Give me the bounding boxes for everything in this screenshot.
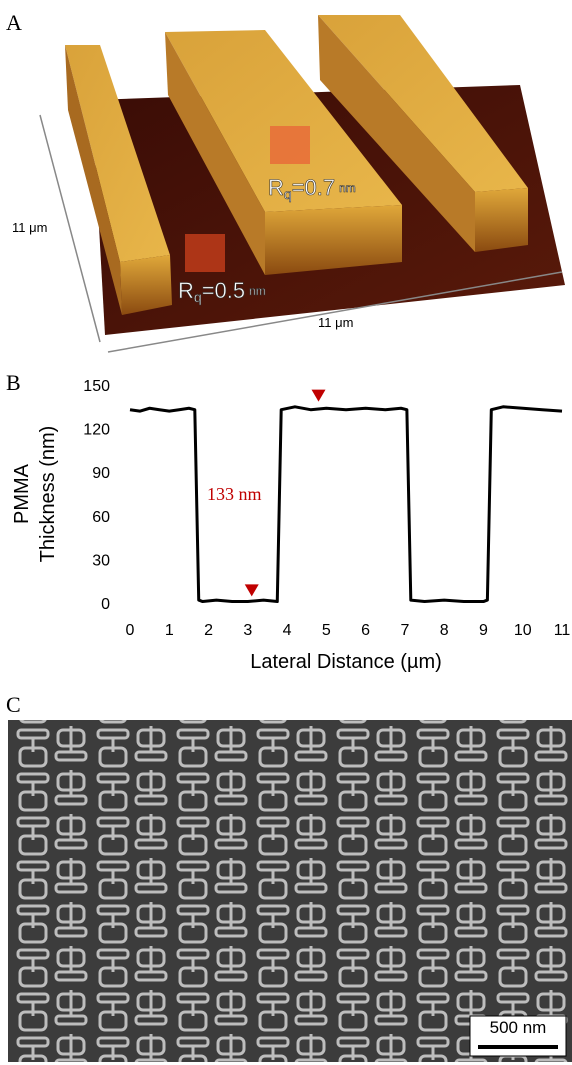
x-tick-label: 10 [514, 622, 532, 639]
subscript: q [284, 186, 292, 202]
roughness-area [270, 126, 310, 164]
unit: nm [249, 284, 266, 298]
sem-image [8, 720, 572, 1062]
position-marker [244, 584, 259, 597]
x-tick-label: 4 [283, 622, 292, 639]
x-tick-label: 2 [204, 622, 213, 639]
ridge-top [65, 45, 170, 262]
subscript: q [194, 289, 202, 305]
axis-line [107, 271, 563, 353]
ridge-side [165, 32, 265, 275]
roughness-area [185, 234, 225, 272]
y-tick-label: 150 [83, 378, 110, 395]
size-label: 11 μm [318, 315, 353, 330]
y-tick-label: 120 [83, 422, 110, 439]
y-tick-label: 30 [92, 552, 110, 569]
y-axis-label: PMMA [11, 463, 33, 524]
x-tick-label: 7 [400, 622, 409, 639]
x-tick-label: 0 [126, 622, 135, 639]
ridge-side [65, 45, 122, 315]
x-axis-label: Lateral Distance (µm) [250, 651, 442, 673]
ridge-top [165, 30, 402, 212]
ridge-side [318, 15, 475, 252]
axis-line [39, 114, 101, 343]
x-tick-label: 8 [440, 622, 449, 639]
panel-label: A [6, 10, 22, 35]
position-marker [311, 389, 326, 402]
size-label: 11 μm [12, 220, 47, 235]
ridge-front [265, 205, 402, 275]
panel-label: C [6, 692, 21, 717]
x-tick-label: 3 [243, 622, 252, 639]
value: =0.7 [292, 175, 335, 200]
y-tick-label: 0 [101, 596, 110, 613]
y-tick-label: 60 [92, 509, 110, 526]
x-tick-label: 1 [165, 622, 174, 639]
x-tick-label: 5 [322, 622, 331, 639]
ridge-front [120, 255, 172, 315]
unit: nm [339, 181, 356, 195]
symbol: R [178, 278, 194, 303]
annotation: 133 nm [207, 484, 262, 504]
value: =0.5 [202, 278, 245, 303]
ridge-front [475, 188, 528, 252]
ridge-top [318, 15, 528, 192]
x-tick-label: 6 [361, 622, 370, 639]
scale-bar-label: 500 nm [490, 1018, 547, 1037]
profile-line [129, 405, 563, 604]
symbol: R [268, 175, 284, 200]
scale-bar-box [469, 1015, 567, 1057]
y-axis-label: Thickness (nm) [37, 426, 59, 563]
roughness-label: Rq=0.7 nm [268, 175, 356, 202]
panel-label: B [6, 370, 21, 395]
x-tick-label: 9 [479, 622, 488, 639]
roughness-label: Rq=0.5 nm [178, 278, 266, 305]
x-tick-label: 11 [554, 622, 571, 639]
y-tick-label: 90 [92, 465, 110, 482]
afm-3d-render [39, 15, 565, 353]
profile-chart: 0 30 60 90 120 150 0 1 2 3 4 5 6 7 8 9 10 11 Lateral Dista… [11, 378, 570, 673]
